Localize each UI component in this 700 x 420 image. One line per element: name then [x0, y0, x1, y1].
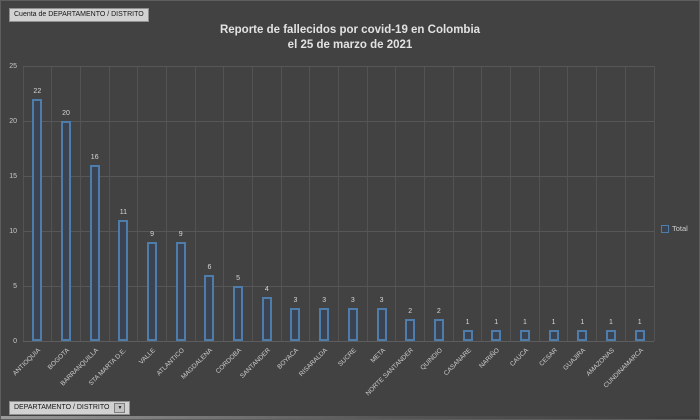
bar [605, 330, 616, 341]
plot-area: 22 20 16 11 9 9 6 5 4 3 3 3 3 2 2 1 1 1 1 1 1 1 [22, 65, 655, 342]
h-gridline [23, 175, 654, 177]
chevron-down-icon[interactable]: ▼ [114, 403, 126, 413]
bar [462, 330, 473, 341]
bar [290, 308, 301, 341]
bar-value-label: 4 [264, 286, 269, 293]
bar-value-label: 9 [150, 231, 155, 238]
bar-value-label: 11 [119, 209, 128, 216]
v-gridline [22, 66, 24, 341]
bar-value-label: 3 [379, 297, 384, 304]
v-gridline [223, 66, 225, 341]
legend-series-marker-icon [661, 224, 669, 233]
bar-value-label: 6 [207, 264, 212, 271]
v-gridline [108, 66, 110, 341]
bar-value-label: 16 [90, 154, 99, 161]
v-gridline [251, 66, 253, 341]
v-gridline [452, 66, 454, 341]
bar-value-label: 3 [350, 297, 355, 304]
bar [233, 286, 244, 341]
v-gridline [309, 66, 311, 341]
bar [634, 330, 645, 341]
bar [261, 297, 272, 341]
bar [548, 330, 559, 341]
bar [118, 220, 129, 341]
v-gridline [624, 66, 626, 341]
y-axis-tick-label: 5 [13, 282, 17, 290]
bar-value-label: 22 [33, 88, 42, 95]
v-gridline [165, 66, 167, 341]
bar-value-label: 9 [178, 231, 183, 238]
bar-value-label: 1 [522, 319, 527, 326]
bar-value-label: 5 [236, 275, 241, 282]
axis-field-button[interactable]: DEPARTAMENTO / DISTRITO ▼ [9, 401, 131, 415]
v-gridline [194, 66, 196, 341]
bar-value-label: 1 [551, 319, 556, 326]
y-axis-tick-label: 20 [9, 117, 17, 125]
bar [577, 330, 588, 341]
v-gridline [366, 66, 368, 341]
bar [491, 330, 502, 341]
v-gridline [424, 66, 426, 341]
h-gridline [23, 65, 654, 67]
v-gridline [653, 66, 655, 341]
v-gridline [79, 66, 81, 341]
axis-field-label: DEPARTAMENTO / DISTRITO [14, 404, 110, 411]
bar-value-label: 1 [494, 319, 499, 326]
window-bottom-edge [1, 416, 699, 419]
h-gridline [23, 230, 654, 232]
v-gridline [338, 66, 339, 341]
legend: Total [661, 224, 688, 233]
v-gridline [596, 66, 598, 341]
legend-series-label: Total [672, 224, 688, 233]
bar-value-label: 1 [609, 319, 613, 326]
bar [347, 308, 358, 341]
v-gridline [137, 66, 139, 341]
bar [32, 99, 43, 341]
bar [61, 121, 72, 341]
chart-title-line2: el 25 de marzo de 2021 [287, 39, 413, 51]
y-axis-tick-label: 25 [9, 62, 17, 70]
v-gridline [567, 66, 569, 341]
bar [376, 308, 387, 341]
bar [89, 165, 100, 341]
value-field-button[interactable]: Cuenta de DEPARTAMENTO / DISTRITO [9, 8, 149, 22]
bar [319, 308, 330, 341]
bar-value-label: 1 [465, 319, 470, 326]
bar-value-label: 2 [408, 308, 413, 315]
y-axis-tick-label: 15 [9, 172, 17, 180]
bar [175, 242, 186, 341]
bar-value-label: 3 [322, 297, 327, 304]
bar-value-label: 1 [637, 319, 642, 326]
bar [405, 319, 416, 341]
h-gridline [23, 285, 654, 287]
v-gridline [280, 66, 282, 341]
x-axis-line [23, 340, 654, 342]
bar [433, 319, 444, 341]
bar-value-label: 2 [436, 308, 441, 315]
y-axis-tick-label: 0 [13, 337, 17, 345]
v-gridline [538, 66, 540, 341]
bar [147, 242, 158, 341]
v-gridline [481, 66, 483, 341]
bar-value-label: 1 [580, 319, 585, 326]
bar-value-label: 3 [293, 297, 298, 304]
v-gridline [510, 66, 512, 341]
bar-value-label: 20 [62, 110, 70, 117]
v-gridline [51, 66, 53, 341]
chart-title: Reporte de fallecidos por covid-19 en Co… [1, 23, 699, 53]
bar [204, 275, 215, 341]
v-gridline [395, 66, 397, 341]
y-axis-tick-label: 10 [9, 227, 17, 235]
value-field-label: Cuenta de DEPARTAMENTO / DISTRITO [14, 11, 144, 18]
chart-title-line1: Reporte de fallecidos por covid-19 en Co… [219, 24, 481, 36]
h-gridline [23, 120, 654, 122]
bar [519, 330, 530, 341]
